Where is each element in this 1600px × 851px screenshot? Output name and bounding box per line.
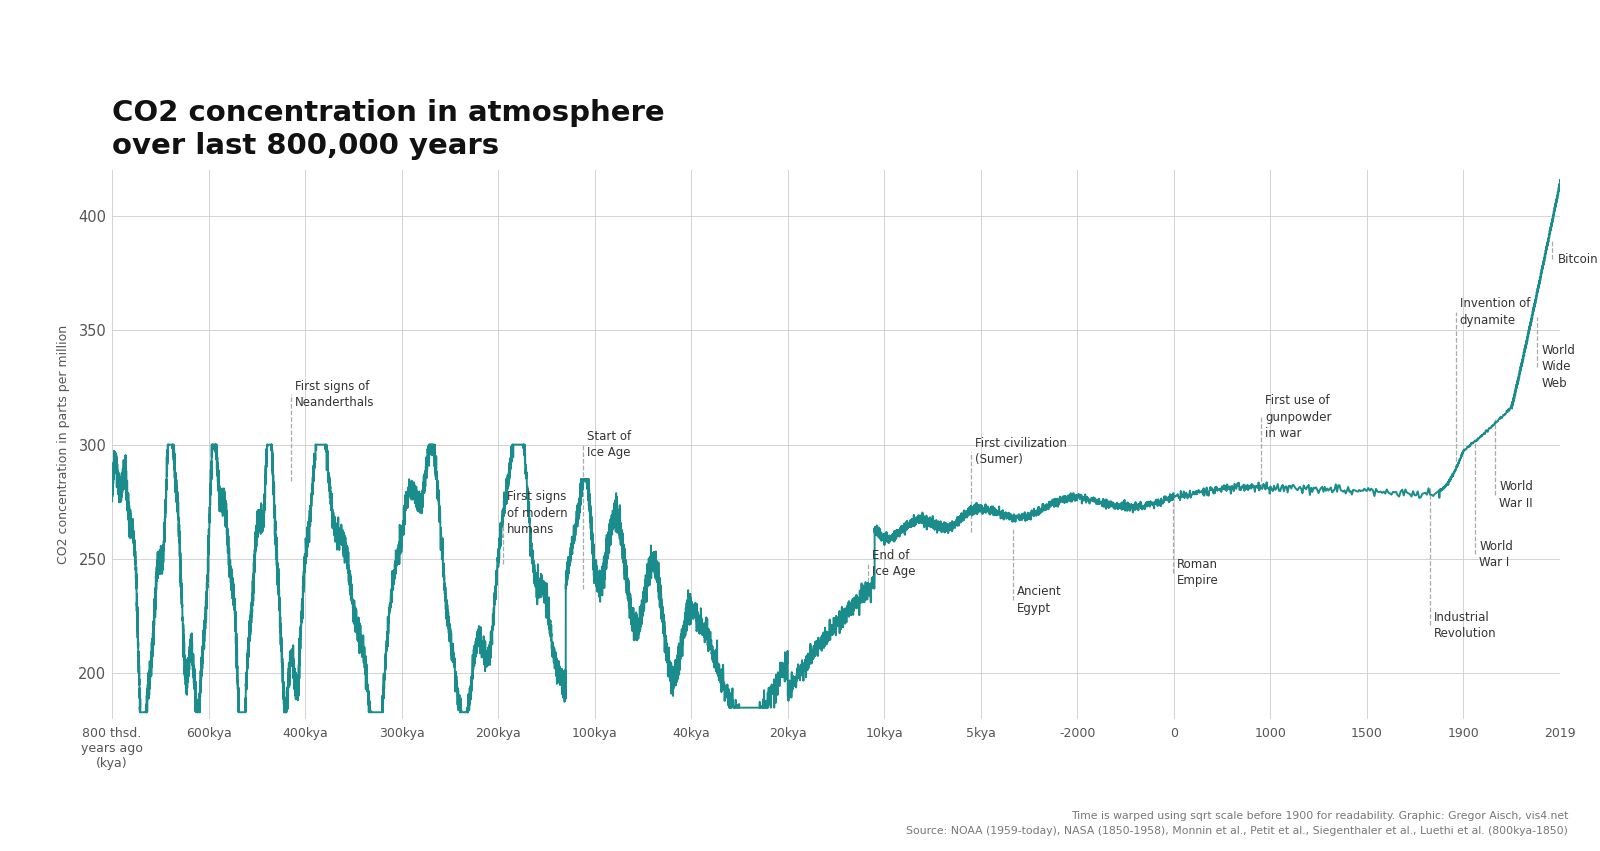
Text: World
War II: World War II [1499, 480, 1533, 510]
Text: Invention of
dynamite: Invention of dynamite [1459, 297, 1530, 327]
Text: First signs of
Neanderthals: First signs of Neanderthals [294, 380, 374, 409]
Text: First civilization
(Sumer): First civilization (Sumer) [976, 437, 1067, 466]
Text: Ancient
Egypt: Ancient Egypt [1018, 585, 1062, 615]
Text: World
Wide
Web: World Wide Web [1542, 344, 1576, 390]
Text: CO2 concentration in atmosphere
over last 800,000 years: CO2 concentration in atmosphere over las… [112, 99, 664, 159]
Text: First signs
of modern
humans: First signs of modern humans [507, 490, 568, 536]
Text: Time is warped using sqrt scale before 1900 for readability. Graphic: Gregor Ais: Time is warped using sqrt scale before 1… [906, 811, 1568, 836]
Y-axis label: CO2 concentration in parts per million: CO2 concentration in parts per million [58, 325, 70, 564]
Text: World
War I: World War I [1478, 540, 1514, 569]
Text: Start of
Ice Age: Start of Ice Age [587, 430, 632, 460]
Text: First use of
gunpowder
in war: First use of gunpowder in war [1266, 394, 1331, 440]
Text: Industrial
Revolution: Industrial Revolution [1434, 610, 1496, 640]
Text: End of
Ice Age: End of Ice Age [872, 549, 915, 579]
Text: Roman
Empire: Roman Empire [1178, 558, 1219, 587]
Text: Bitcoin: Bitcoin [1558, 253, 1598, 266]
